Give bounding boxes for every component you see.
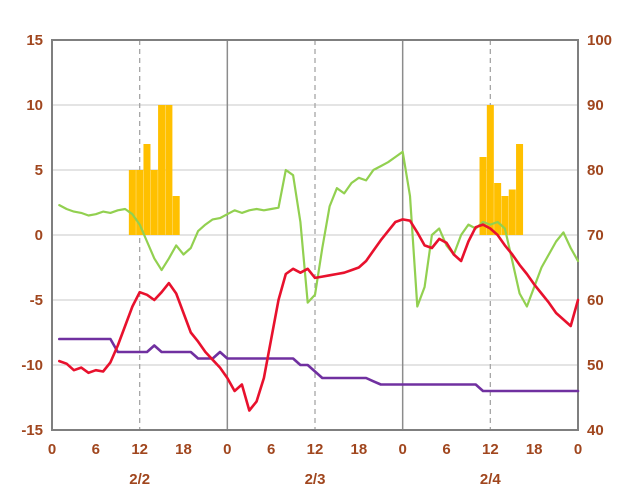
bar-orange-bars — [143, 144, 151, 235]
left-axis-tick-label: 15 — [26, 32, 43, 49]
left-axis-tick-label: 0 — [35, 227, 43, 244]
x-axis-hour-label: 18 — [175, 441, 192, 458]
bar-orange-bars — [158, 105, 166, 235]
bar-orange-bars — [172, 196, 180, 235]
plot-border — [51, 39, 579, 431]
bar-orange-bars — [516, 144, 524, 235]
x-axis-hour-label: 18 — [526, 441, 543, 458]
right-axis-tick-label: 80 — [587, 162, 604, 179]
right-axis-tick-label: 40 — [587, 422, 604, 439]
left-axis-tick-label: 5 — [35, 162, 43, 179]
bar-orange-bars — [150, 170, 158, 235]
right-axis-tick-label: 50 — [587, 357, 604, 374]
x-axis-hour-label: 6 — [92, 441, 100, 458]
x-axis-hour-label: 0 — [48, 441, 56, 458]
bar-orange-bars — [128, 170, 136, 235]
left-axis-tick-label: -15 — [21, 422, 43, 439]
x-axis-hour-label: 0 — [223, 441, 231, 458]
right-axis-tick-label: 60 — [587, 292, 604, 309]
series-red-line — [57, 218, 580, 412]
left-axis-tick-label: -10 — [21, 357, 43, 374]
x-axis-hour-label: 12 — [307, 441, 324, 458]
x-axis-date-label: 2/2 — [129, 471, 150, 488]
left-axis-tick-label: 10 — [26, 97, 43, 114]
x-axis-hour-label: 12 — [482, 441, 499, 458]
x-axis-hour-label: 18 — [350, 441, 367, 458]
x-axis-hour-label: 6 — [267, 441, 275, 458]
left-axis-tick-label: -5 — [30, 292, 43, 309]
x-axis-hour-label: 12 — [131, 441, 148, 458]
x-axis-hour-label: 0 — [398, 441, 406, 458]
right-axis-tick-label: 100 — [587, 32, 612, 49]
series-green-line — [58, 150, 580, 308]
bar-orange-bars — [479, 157, 487, 235]
right-axis-tick-label: 70 — [587, 227, 604, 244]
bar-orange-bars — [486, 105, 494, 235]
series-purple-line — [57, 337, 580, 393]
x-axis-date-label: 2/4 — [480, 471, 502, 488]
x-axis-hour-label: 0 — [574, 441, 582, 458]
bar-orange-bars — [494, 183, 502, 235]
bar-orange-bars — [136, 170, 144, 235]
bar-orange-bars — [165, 105, 173, 235]
bar-orange-bars — [501, 196, 509, 235]
bar-orange-bars — [508, 189, 516, 235]
right-axis-tick-label: 90 — [587, 97, 604, 114]
x-axis-hour-label: 6 — [442, 441, 450, 458]
x-axis-date-label: 2/3 — [305, 471, 326, 488]
